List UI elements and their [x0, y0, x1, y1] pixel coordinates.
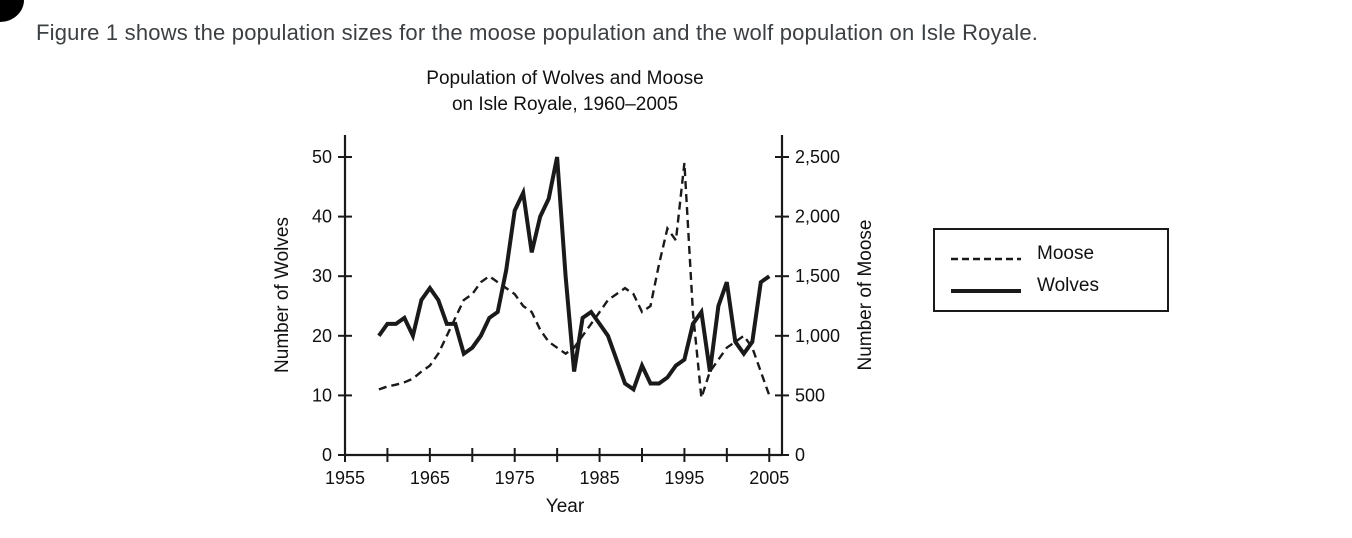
- y-right-tick-label: 2,500: [795, 147, 840, 167]
- y-right-tick-label: 2,000: [795, 207, 840, 227]
- moose-dashed-line-sample: [951, 250, 1021, 261]
- screen-corner-artifact: [0, 0, 24, 22]
- x-tick-label: 1985: [580, 468, 620, 488]
- y-left-tick-label: 10: [312, 385, 332, 405]
- x-tick-label: 2005: [749, 468, 789, 488]
- figure-caption: Figure 1 shows the population sizes for …: [36, 20, 1039, 45]
- y-left-tick-label: 20: [312, 326, 332, 346]
- x-tick-label: 1955: [325, 468, 365, 488]
- legend: Moose Wolves: [933, 228, 1169, 312]
- y-right-tick-label: 1,000: [795, 326, 840, 346]
- legend-label-moose: Moose: [1037, 243, 1095, 265]
- wolves-line: [377, 156, 771, 393]
- x-axis-label: Year: [545, 496, 585, 517]
- moose-line: [378, 162, 771, 399]
- y-left-tick-label: 0: [322, 445, 332, 465]
- chart-title-line1: Population of Wolves and Moose: [426, 68, 704, 89]
- legend-item-wolves: Wolves: [951, 275, 1151, 297]
- y-left-tick-label: 30: [312, 266, 332, 286]
- chart-title: Population of Wolves and Moose on Isle R…: [315, 66, 815, 118]
- y-right-tick-label: 0: [795, 445, 805, 465]
- x-tick-label: 1995: [664, 468, 704, 488]
- chart-title-line2: on Isle Royale, 1960–2005: [451, 94, 679, 115]
- x-tick-label: 1975: [495, 468, 535, 488]
- y-right-tick-label: 1,500: [795, 266, 840, 286]
- x-tick-label: 1965: [410, 468, 450, 488]
- y-right-tick-label: 500: [795, 385, 825, 405]
- legend-item-moose: Moose: [951, 243, 1151, 265]
- legend-label-wolves: Wolves: [1037, 274, 1099, 296]
- y-left-tick-label: 40: [312, 207, 332, 227]
- wolves-solid-line-sample: [951, 282, 1021, 293]
- y-left-tick-label: 50: [312, 147, 332, 167]
